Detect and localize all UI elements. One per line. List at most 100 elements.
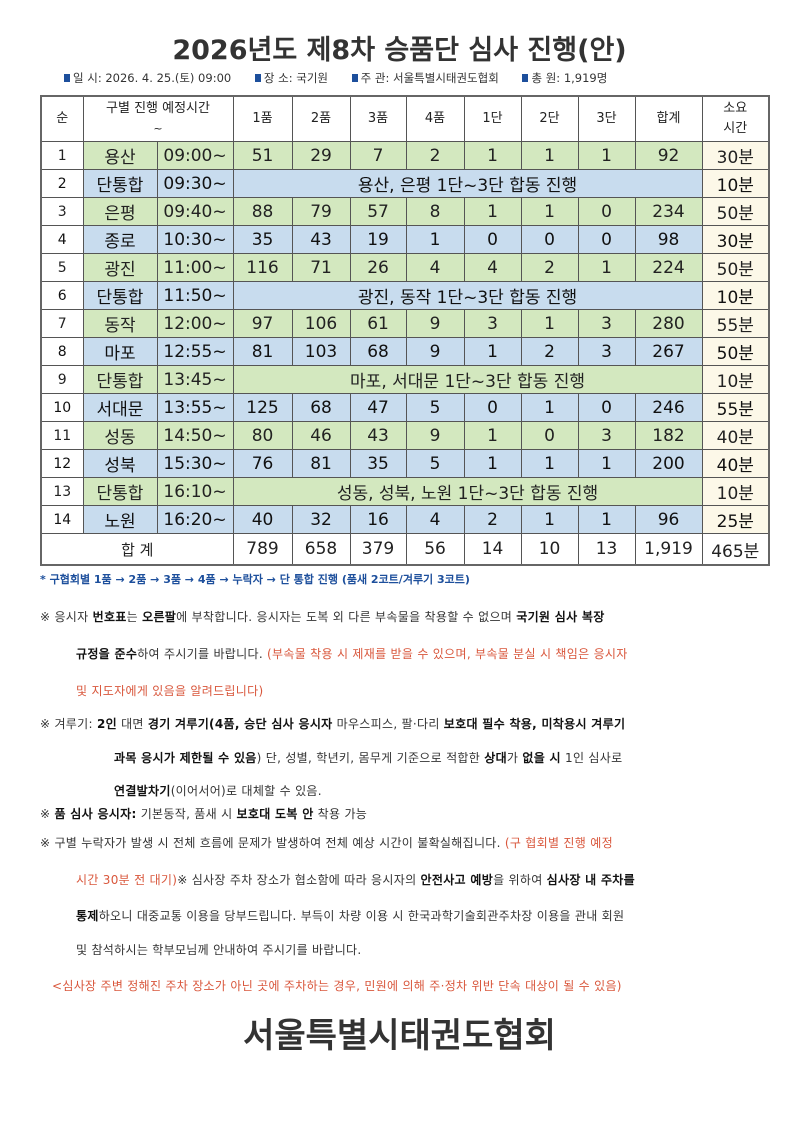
header-col: 1단 [463, 95, 522, 142]
total-row: 합 계 789 658 379 56 14 10 13 1,919 465분 [40, 533, 770, 566]
row-count: 76 [232, 449, 293, 478]
total-duration: 465분 [701, 533, 770, 566]
header-group-time-sub: ~ [153, 122, 163, 135]
note-line: ※ 품 심사 응시자: 기본동작, 품새 시 보호대 도복 안 착용 가능 [40, 805, 367, 822]
row-count: 0 [463, 393, 522, 422]
note-line: 및 참석하시는 학부모님께 안내하여 주시기를 바랍니다. [76, 941, 362, 958]
row-count: 182 [634, 421, 703, 450]
row-count: 2 [463, 505, 522, 534]
note-text: 및 지도자에게 있음을 알려드립니다) [76, 684, 264, 698]
row-count: 0 [520, 421, 579, 450]
row-time: 09:30~ [156, 169, 234, 198]
table-row: 6 단통합 11:50~ 광진, 동작 1단~3단 합동 진행 10분 [40, 281, 770, 310]
note-text: 국기원 심사 복장 [516, 610, 605, 624]
row-duration: 10분 [701, 477, 770, 506]
row-count: 68 [349, 337, 407, 366]
row-count: 1 [577, 449, 636, 478]
table-row: 13 단통합 16:10~ 성동, 성북, 노원 1단~3단 합동 진행 10분 [40, 477, 770, 506]
row-count: 43 [349, 421, 407, 450]
row-number: 3 [40, 197, 84, 226]
row-time: 11:50~ [156, 281, 234, 310]
info-total: 총 원: 1,919명 [522, 71, 607, 85]
row-count: 4 [405, 253, 465, 282]
row-count: 8 [405, 197, 465, 226]
row-count: 1 [520, 505, 579, 534]
table-row: 1 용산 09:00~ 51 29 7 2 1 1 1 92 30분 [40, 141, 770, 170]
row-count: 57 [349, 197, 407, 226]
row-duration: 10분 [701, 365, 770, 394]
row-number: 2 [40, 169, 84, 198]
info-label: 장 소: [263, 71, 293, 85]
table-row: 2 단통합 09:30~ 용산, 은평 1단~3단 합동 진행 10분 [40, 169, 770, 198]
row-merged-note: 마포, 서대문 1단~3단 합동 진행 [232, 365, 703, 394]
note-line: 통제하오니 대중교통 이용을 당부드립니다. 부득이 차량 이용 시 한국과학기… [76, 907, 624, 924]
header-col: 합계 [634, 95, 703, 142]
note-text: 가 [506, 751, 523, 765]
row-count: 51 [232, 141, 293, 170]
row-count: 2 [520, 337, 579, 366]
header-row: 순 구별 진행 예정시간 ~ 1품 2품 3품 4품 1단 2단 3단 합계 소요… [40, 95, 770, 142]
row-count: 2 [405, 141, 465, 170]
row-count: 234 [634, 197, 703, 226]
row-count: 81 [291, 449, 351, 478]
info-value: 서울특별시태권도협회 [393, 71, 499, 85]
note-line: ※ 응시자 번호표는 오른팔에 부착합니다. 응시자는 도복 외 다른 부속물을… [40, 608, 605, 625]
note-text: 에 부착합니다. 응시자는 도복 외 다른 부속물을 착용할 수 없으며 [176, 610, 517, 624]
row-count: 224 [634, 253, 703, 282]
row-time: 14:50~ [156, 421, 234, 450]
row-count: 5 [405, 393, 465, 422]
row-count: 98 [634, 225, 703, 254]
organization-name: 서울특별시태권도협회 [243, 1016, 556, 1056]
row-group: 성동 [82, 421, 158, 450]
note-line: ※ 구별 누락자가 발생 시 전체 흐름에 문제가 발생하여 전체 예상 시간이… [40, 834, 613, 851]
total-count: 1,919 [634, 533, 703, 566]
row-merged-note: 용산, 은평 1단~3단 합동 진행 [232, 169, 703, 198]
table-row: 9 단통합 13:45~ 마포, 서대문 1단~3단 합동 진행 10분 [40, 365, 770, 394]
row-time: 09:00~ [156, 141, 234, 170]
row-count: 32 [291, 505, 351, 534]
row-count: 0 [577, 393, 636, 422]
table-row: 11 성동 14:50~ 80 46 43 9 1 0 3 182 40분 [40, 421, 770, 450]
row-count: 3 [577, 337, 636, 366]
note-text: ※ [40, 807, 55, 821]
note-text: 시간 30분 전 대기) [76, 873, 178, 887]
row-count: 3 [463, 309, 522, 338]
note-text: (이어서어)로 대체할 수 있음. [170, 784, 322, 798]
row-count: 1 [405, 225, 465, 254]
row-number: 14 [40, 505, 84, 534]
row-count: 71 [291, 253, 351, 282]
schedule-table: 순 구별 진행 예정시간 ~ 1품 2품 3품 4품 1단 2단 3단 합계 소요… [40, 95, 771, 566]
page-title: 2026년도 제8차 승품단 심사 진행(안) [172, 35, 627, 66]
note-line: 시간 30분 전 대기)※ 심사장 주차 장소가 협소함에 따라 응시자의 안전… [76, 871, 635, 888]
row-number: 5 [40, 253, 84, 282]
row-count: 80 [232, 421, 293, 450]
note-text: 과목 응시가 제한될 수 있음 [114, 751, 257, 765]
row-count: 68 [291, 393, 351, 422]
total-count: 658 [291, 533, 351, 566]
note-text: 경기 겨루기(4품, 승단 심사 응시자 [147, 717, 333, 731]
note-text: (부속물 착용 시 제재를 받을 수 있으며, 부속물 분실 시 책임은 응시자 [267, 647, 628, 661]
header-col: 1품 [232, 95, 293, 142]
row-group: 성북 [82, 449, 158, 478]
row-number: 8 [40, 337, 84, 366]
table-row: 7 동작 12:00~ 97 106 61 9 3 1 3 280 55분 [40, 309, 770, 338]
row-count: 96 [634, 505, 703, 534]
table-row: 8 마포 12:55~ 81 103 68 9 1 2 3 267 50분 [40, 337, 770, 366]
note-line: 규정을 준수하여 주시기를 바랍니다. (부속물 착용 시 제재를 받을 수 있… [76, 645, 628, 662]
row-number: 12 [40, 449, 84, 478]
note-text: 하여 주시기를 바랍니다. [137, 647, 268, 661]
note-text: 1인 심사로 [560, 751, 623, 765]
row-count: 4 [405, 505, 465, 534]
note-text: 착용 가능 [313, 807, 368, 821]
row-group: 용산 [82, 141, 158, 170]
row-count: 116 [232, 253, 293, 282]
row-number: 1 [40, 141, 84, 170]
row-group: 노원 [82, 505, 158, 534]
row-group: 은평 [82, 197, 158, 226]
row-count: 81 [232, 337, 293, 366]
row-count: 0 [577, 197, 636, 226]
header-duration-sub: 시간 [723, 121, 748, 136]
note-text: 을 위하여 [493, 873, 547, 887]
note-text: ※ 구별 누락자가 발생 시 전체 흐름에 문제가 발생하여 전체 예상 시간이… [40, 836, 505, 850]
header-col: 2단 [520, 95, 579, 142]
